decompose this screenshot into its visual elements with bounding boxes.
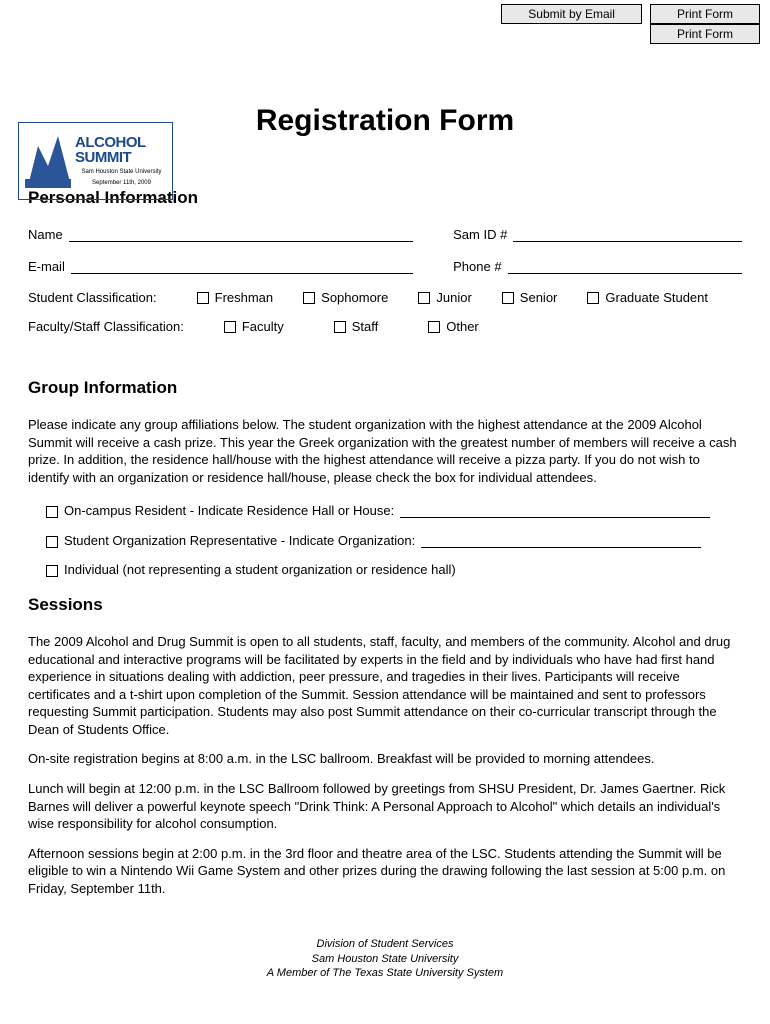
print-form-button-2[interactable]: Print Form [650, 24, 760, 44]
group-heading: Group Information [28, 378, 742, 398]
phone-input[interactable] [508, 258, 742, 274]
group-paragraph: Please indicate any group affiliations b… [28, 416, 742, 486]
studentorg-input[interactable] [421, 532, 701, 548]
sessions-p4: Afternoon sessions begin at 2:00 p.m. in… [28, 845, 742, 898]
staff-checkbox[interactable] [334, 321, 346, 333]
email-input[interactable] [71, 258, 413, 274]
student-class-label: Student Classification: [28, 290, 157, 305]
other-label: Other [446, 319, 479, 334]
sophomore-label: Sophomore [321, 290, 388, 305]
grad-label: Graduate Student [605, 290, 708, 305]
samid-label: Sam ID # [453, 227, 507, 242]
sessions-heading: Sessions [28, 595, 742, 615]
oncampus-checkbox[interactable] [46, 506, 58, 518]
oncampus-input[interactable] [400, 502, 710, 518]
footer: Division of Student Services Sam Houston… [28, 937, 742, 980]
mountain-icon [23, 131, 73, 191]
sessions-p1: The 2009 Alcohol and Drug Summit is open… [28, 633, 742, 738]
print-form-button-1[interactable]: Print Form [650, 4, 760, 24]
grad-checkbox[interactable] [587, 292, 599, 304]
logo-sub2: September 11th, 2009 [75, 180, 168, 187]
footer-l2: Sam Houston State University [28, 952, 742, 966]
freshman-checkbox[interactable] [197, 292, 209, 304]
name-label: Name [28, 227, 63, 242]
freshman-label: Freshman [215, 290, 274, 305]
staff-label: Staff [352, 319, 379, 334]
samid-input[interactable] [513, 226, 742, 242]
sessions-p2: On-site registration begins at 8:00 a.m.… [28, 750, 742, 768]
senior-checkbox[interactable] [502, 292, 514, 304]
faculty-label: Faculty [242, 319, 284, 334]
oncampus-label: On-campus Resident - Indicate Residence … [64, 503, 394, 518]
individual-label: Individual (not representing a student o… [64, 562, 456, 577]
logo-sub1: Sam Houston State University [75, 169, 168, 176]
logo-box: ALCOHOL SUMMIT Sam Houston State Univers… [18, 122, 173, 200]
name-input[interactable] [69, 226, 413, 242]
phone-label: Phone # [453, 259, 501, 274]
sessions-p3: Lunch will begin at 12:00 p.m. in the LS… [28, 780, 742, 833]
logo-text: ALCOHOL SUMMIT Sam Houston State Univers… [75, 135, 168, 187]
junior-checkbox[interactable] [418, 292, 430, 304]
studentorg-checkbox[interactable] [46, 536, 58, 548]
sophomore-checkbox[interactable] [303, 292, 315, 304]
logo-line2: SUMMIT [75, 150, 168, 165]
logo-line1: ALCOHOL [75, 135, 168, 150]
footer-l1: Division of Student Services [28, 937, 742, 951]
junior-label: Junior [436, 290, 471, 305]
individual-checkbox[interactable] [46, 565, 58, 577]
senior-label: Senior [520, 290, 558, 305]
email-label: E-mail [28, 259, 65, 274]
footer-l3: A Member of The Texas State University S… [28, 966, 742, 980]
submit-by-email-button[interactable]: Submit by Email [501, 4, 642, 24]
faculty-checkbox[interactable] [224, 321, 236, 333]
faculty-class-label: Faculty/Staff Classification: [28, 319, 184, 334]
studentorg-label: Student Organization Representative - In… [64, 533, 415, 548]
other-checkbox[interactable] [428, 321, 440, 333]
